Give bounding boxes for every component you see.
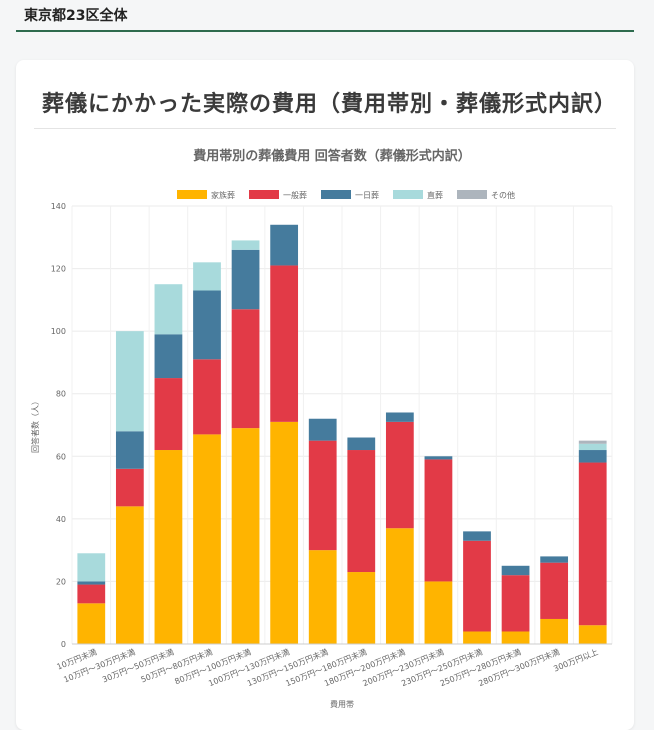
bar-segment-6-2[interactable] <box>308 418 337 441</box>
y-tick-label: 100 <box>51 327 66 336</box>
legend-swatch-3[interactable] <box>321 190 351 199</box>
bar-segment-0-3[interactable] <box>77 553 106 582</box>
bar-segment-6-0[interactable] <box>308 550 337 644</box>
bar-segment-7-2[interactable] <box>347 437 376 451</box>
bar-segment-2-2[interactable] <box>154 334 183 379</box>
bar-segment-9-2[interactable] <box>424 456 453 460</box>
y-tick-label: 20 <box>56 577 66 586</box>
y-tick-label: 140 <box>51 202 66 211</box>
bar-segment-13-4[interactable] <box>578 440 607 444</box>
y-tick-label: 120 <box>51 265 66 274</box>
bar-segment-4-0[interactable] <box>231 428 260 644</box>
region-label: 東京都23区全体 <box>24 8 128 24</box>
bar-segment-10-1[interactable] <box>463 540 491 632</box>
y-tick-label: 40 <box>56 515 66 524</box>
bar-segment-7-1[interactable] <box>347 450 376 573</box>
bar-segment-10-0[interactable] <box>463 631 491 644</box>
y-tick-label: 80 <box>56 390 66 399</box>
y-tick-label: 0 <box>61 640 66 649</box>
x-tick-label: 300万円以上 <box>552 648 599 674</box>
legend-label-2[interactable]: 一般葬 <box>283 190 307 200</box>
bar-segment-3-2[interactable] <box>193 290 221 360</box>
bar-segment-12-1[interactable] <box>540 562 569 619</box>
bar-segment-8-1[interactable] <box>385 421 414 529</box>
legend-label-5[interactable]: その他 <box>491 190 515 200</box>
bar-segment-1-2[interactable] <box>115 431 144 469</box>
bar-segment-3-1[interactable] <box>193 359 221 435</box>
legend-label-3[interactable]: 一日葬 <box>355 190 379 200</box>
bar-segment-8-0[interactable] <box>385 528 414 644</box>
stacked-bar-chart: 費用帯別の葬儀費用 回答者数（葬儀形式内訳） 家族葬 一般葬 一日葬 直葬 その他 0 20 4… <box>30 148 613 709</box>
bar-segment-8-2[interactable] <box>385 412 414 422</box>
chart-title: 費用帯別の葬儀費用 回答者数（葬儀形式内訳） <box>193 148 471 164</box>
bar-segment-1-3[interactable] <box>115 331 144 432</box>
bar-segment-3-3[interactable] <box>193 262 221 291</box>
bar-segment-9-0[interactable] <box>424 581 453 644</box>
bar-segment-4-1[interactable] <box>231 309 260 429</box>
card-divider <box>34 128 616 129</box>
bar-segment-7-0[interactable] <box>347 572 376 644</box>
bar-segment-6-1[interactable] <box>308 440 337 551</box>
x-axis-title: 費用帯 <box>330 699 354 709</box>
bar-segment-1-0[interactable] <box>115 506 144 644</box>
bar-segment-11-1[interactable] <box>501 575 530 632</box>
bar-segment-13-0[interactable] <box>578 625 607 644</box>
bar-segment-5-0[interactable] <box>270 421 299 644</box>
bar-segment-13-2[interactable] <box>578 450 607 463</box>
bar-segment-12-0[interactable] <box>540 618 569 644</box>
bar-segment-4-3[interactable] <box>231 240 260 250</box>
bar-segment-13-1[interactable] <box>578 462 607 626</box>
bar-segment-13-3[interactable] <box>578 443 607 451</box>
y-tick-label: 60 <box>56 452 66 461</box>
bar-segment-2-1[interactable] <box>154 378 183 451</box>
bar-segment-4-2[interactable] <box>231 249 260 310</box>
bar-segment-0-2[interactable] <box>77 581 106 585</box>
bar-segment-10-2[interactable] <box>463 531 491 541</box>
bar-segment-2-3[interactable] <box>154 284 183 335</box>
chart-card: 葬儀にかかった実際の費用（費用帯別・葬儀形式内訳） 費用帯別の葬儀費用 回答者数… <box>16 60 634 730</box>
bar-segment-5-1[interactable] <box>270 265 299 422</box>
bar-segment-11-2[interactable] <box>501 565 530 576</box>
legend-swatch-5[interactable] <box>457 190 487 199</box>
bar-segment-0-1[interactable] <box>77 584 106 604</box>
legend-label-4[interactable]: 直葬 <box>427 190 443 200</box>
bar-segment-3-0[interactable] <box>193 434 221 644</box>
y-axis-title: 回答者数（人） <box>30 397 40 453</box>
legend-swatch-1[interactable] <box>177 190 207 199</box>
legend-label-1[interactable]: 家族葬 <box>211 190 235 200</box>
bar-segment-0-0[interactable] <box>77 603 106 644</box>
bar-segment-2-0[interactable] <box>154 450 183 644</box>
bar-segment-9-1[interactable] <box>424 459 453 582</box>
bar-segment-12-2[interactable] <box>540 556 569 563</box>
bar-segment-5-2[interactable] <box>270 224 299 266</box>
bar-segment-11-0[interactable] <box>501 631 530 644</box>
region-header: 東京都23区全体 <box>16 0 634 32</box>
card-title: 葬儀にかかった実際の費用（費用帯別・葬儀形式内訳） <box>42 92 618 117</box>
legend-swatch-2[interactable] <box>249 190 279 199</box>
bar-segment-1-1[interactable] <box>115 468 144 507</box>
legend-swatch-4[interactable] <box>393 190 423 199</box>
